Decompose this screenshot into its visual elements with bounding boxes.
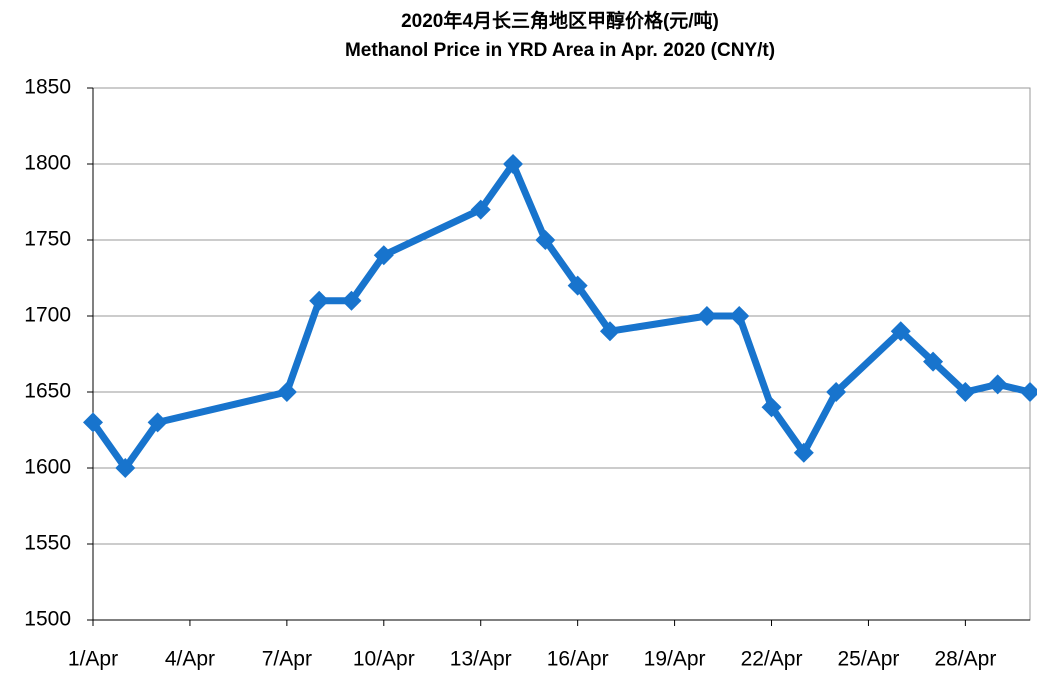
x-tick-label: 1/Apr	[68, 648, 118, 671]
marker	[276, 382, 297, 402]
y-tick-label: 1750	[24, 228, 71, 251]
x-tick-label: 28/Apr	[934, 648, 996, 671]
plot-area	[92, 87, 1031, 621]
marker	[599, 321, 620, 342]
marker	[503, 154, 524, 174]
price-line	[90, 160, 1031, 472]
marker	[923, 351, 944, 372]
marker	[987, 374, 1008, 395]
x-tick-label: 25/Apr	[838, 648, 900, 671]
x-tick-label: 4/Apr	[165, 648, 215, 671]
marker	[309, 290, 330, 311]
marker	[955, 382, 976, 402]
marker	[567, 275, 588, 296]
y-tick-label: 1500	[24, 608, 71, 631]
x-tick-label: 10/Apr	[353, 648, 415, 671]
x-tick-label: 7/Apr	[262, 648, 312, 671]
chart-title: 2020年4月长三角地区甲醇价格(元/吨)	[401, 9, 719, 32]
x-tick-label: 16/Apr	[547, 648, 609, 671]
y-tick-label: 1550	[24, 532, 71, 555]
x-tick-label: 19/Apr	[644, 648, 706, 671]
marker	[115, 458, 136, 478]
y-tick-label: 1700	[24, 304, 71, 327]
marker	[535, 230, 556, 250]
x-tick-label: 13/Apr	[450, 648, 512, 671]
x-tick-label: 22/Apr	[741, 648, 803, 671]
marker	[470, 199, 491, 220]
y-tick-label: 1800	[24, 152, 71, 175]
chart-subtitle: Methanol Price in YRD Area in Apr. 2020 …	[345, 40, 775, 61]
marker	[890, 321, 911, 342]
marker	[826, 382, 847, 402]
marker	[83, 412, 103, 433]
marker	[373, 245, 394, 266]
y-tick-label: 1650	[24, 380, 71, 403]
marker	[696, 306, 717, 326]
marker	[341, 290, 362, 311]
marker	[761, 397, 782, 418]
marker	[793, 442, 814, 463]
y-tick-label: 1850	[24, 76, 71, 99]
marker	[1020, 382, 1037, 402]
marker	[729, 306, 750, 326]
y-tick-label: 1600	[24, 456, 71, 479]
marker	[147, 412, 168, 433]
